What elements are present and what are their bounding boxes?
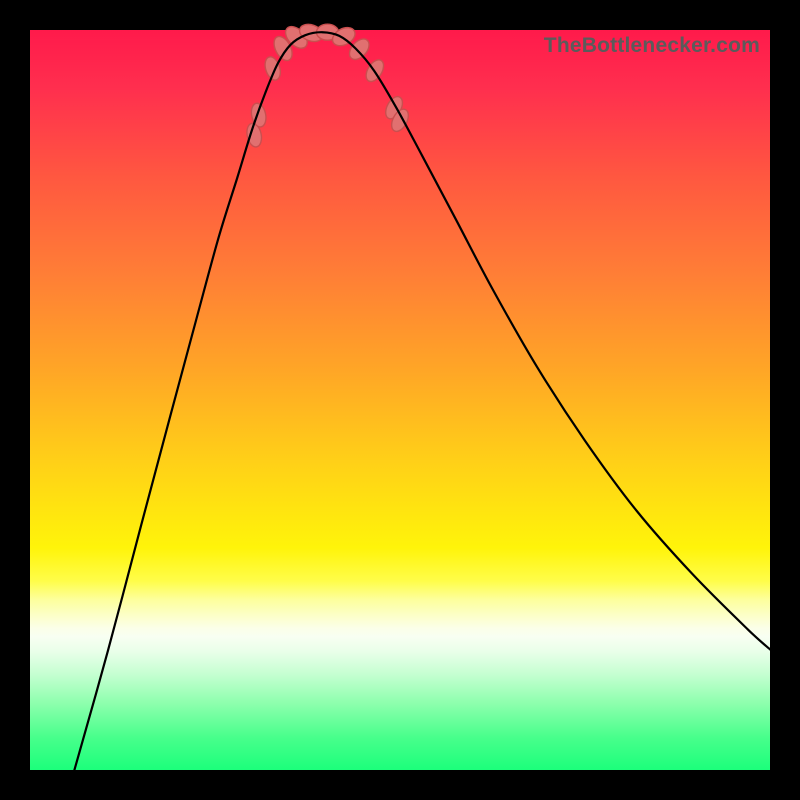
- chart-frame: TheBottlenecker.com: [0, 0, 800, 800]
- marker-group: [245, 21, 412, 148]
- bottleneck-curve: [74, 32, 770, 770]
- watermark-text: TheBottlenecker.com: [544, 34, 760, 58]
- plot-area: TheBottlenecker.com: [30, 30, 770, 770]
- curve-layer: [30, 30, 770, 770]
